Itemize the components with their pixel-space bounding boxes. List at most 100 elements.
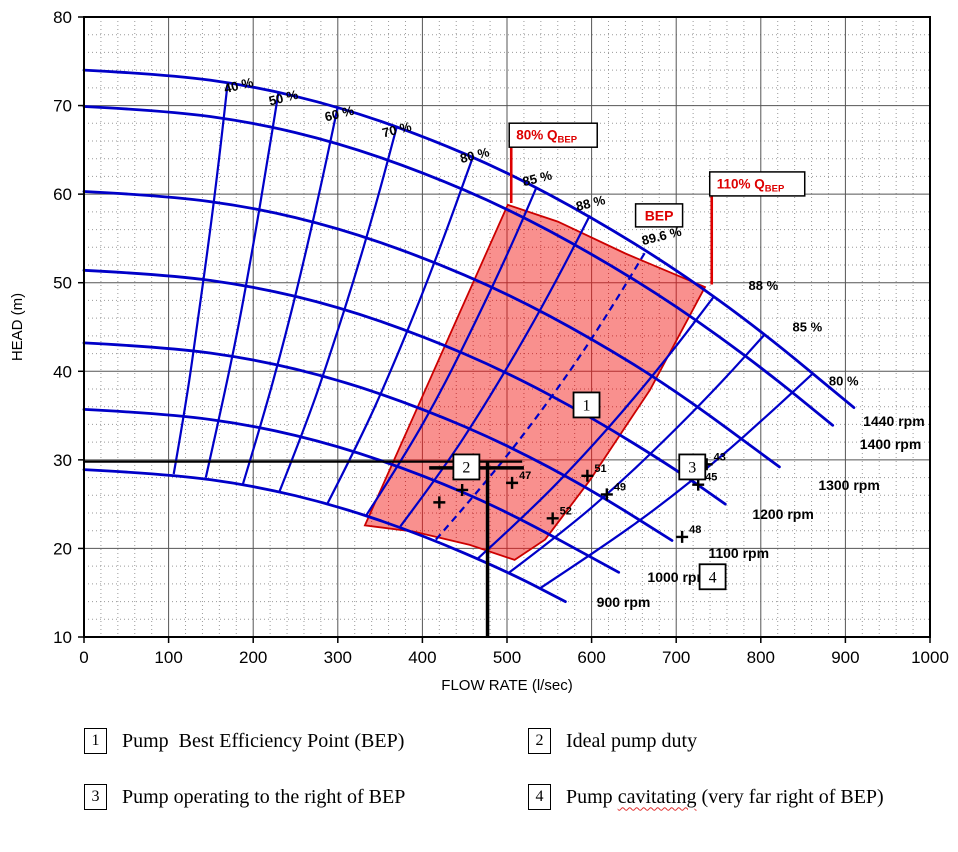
svg-text:60: 60	[53, 185, 72, 204]
pump-curve-1440	[82, 68, 856, 409]
svg-text:45: 45	[705, 472, 717, 484]
qbep-label-box-1	[708, 171, 806, 197]
svg-text:1100 rpm: 1100 rpm	[708, 545, 769, 561]
legend-key-4: 4	[528, 784, 551, 810]
svg-text:88 %: 88 %	[749, 278, 779, 293]
efficiency-line-5	[365, 186, 538, 516]
pump-performance-chart-area: 1440 rpm 1400 rpm 1300 rpm 1200 rpm 1100 rpm…	[9, 8, 949, 694]
svg-text:85 %: 85 %	[793, 319, 823, 334]
svg-text:50: 50	[53, 274, 72, 293]
efficiency-line-3	[278, 125, 399, 493]
pump-curve-1300	[82, 190, 781, 469]
svg-text:50 %: 50 %	[267, 87, 300, 109]
pump-curve-1100	[82, 341, 674, 542]
point-box-2	[452, 453, 481, 481]
svg-text:60 %: 60 %	[323, 103, 356, 125]
svg-text:1440 rpm: 1440 rpm	[863, 413, 924, 429]
rpm-labels: 1440 rpm 1400 rpm 1300 rpm 1200 rpm 1100 rpm…	[597, 413, 925, 610]
svg-text:40: 40	[53, 362, 72, 381]
svg-text:BEP: BEP	[645, 207, 674, 223]
svg-text:51: 51	[594, 463, 606, 475]
plus-marker	[506, 476, 519, 489]
plus-marker	[581, 469, 594, 482]
svg-text:200: 200	[239, 648, 267, 667]
legend-label-2: Ideal pump duty	[566, 729, 698, 752]
legend-label-4: Pump cavitating (very far right of BEP)	[566, 786, 884, 809]
preferred-operating-region	[364, 204, 705, 560]
qbep-label-box-0	[508, 122, 598, 148]
legend-item-right-of-bep: 3 Pump operating to the right of BEP	[84, 784, 528, 810]
svg-text:43: 43	[714, 451, 726, 463]
pump-performance-chart: 1440 rpm 1400 rpm 1300 rpm 1200 rpm 1100 rpm…	[9, 8, 949, 694]
test-point-markers: 47 51 49 52 48 43 45	[433, 451, 726, 543]
svg-text:1400 rpm: 1400 rpm	[860, 436, 921, 452]
axes: 0 100 200 300 400 500 600 700 800 900 1000 10 20 30 40…	[9, 8, 949, 694]
svg-text:300: 300	[324, 648, 352, 667]
svg-text:80 %: 80 %	[829, 373, 859, 388]
pump-curve-1400	[82, 105, 835, 427]
pump-curve-1000	[82, 408, 621, 574]
svg-text:1300 rpm: 1300 rpm	[818, 477, 879, 493]
grid-minor	[84, 17, 930, 637]
plus-marker	[600, 488, 613, 501]
svg-text:1000: 1000	[911, 648, 949, 667]
legend-key-2: 2	[528, 728, 551, 754]
legend-label-4-cavitating: cavitating	[617, 785, 697, 808]
legend-label-4-prefix: Pump	[566, 785, 618, 808]
efficiency-line-4	[326, 155, 475, 504]
efficiency-line-6	[399, 214, 591, 527]
legend-label-4-suffix: (very far right of BEP)	[696, 785, 884, 808]
svg-text:20: 20	[53, 539, 72, 558]
plus-marker	[676, 530, 689, 543]
efficiency-lines	[172, 81, 815, 590]
efficiency-labels: 40 %50 %60 %70 %80 %85 %88 %89.6 %88 %85…	[222, 74, 859, 388]
point-box-1	[572, 391, 601, 419]
svg-text:85 %: 85 %	[521, 167, 554, 189]
svg-text:70: 70	[53, 97, 72, 116]
efficiency-line-2	[241, 106, 339, 485]
svg-text:100: 100	[154, 648, 182, 667]
svg-text:30: 30	[53, 451, 72, 470]
svg-text:3: 3	[688, 459, 696, 476]
legend-label-3: Pump operating to the right of BEP	[122, 785, 406, 808]
svg-text:600: 600	[577, 648, 605, 667]
point-box-3	[678, 453, 707, 481]
efficiency-line-10	[539, 372, 815, 590]
svg-text:48: 48	[689, 524, 701, 536]
x-axis-title: FLOW RATE (l/sec)	[441, 677, 572, 694]
legend-item-ideal-duty: 2 Ideal pump duty	[528, 728, 958, 754]
svg-text:900 rpm: 900 rpm	[597, 594, 651, 610]
svg-text:500: 500	[493, 648, 521, 667]
chart-legend: 1 Pump Best Efficiency Point (BEP) 2 Ide…	[84, 728, 958, 810]
svg-text:70 %: 70 %	[381, 119, 414, 141]
numbered-point-boxes: 1 2 3 4	[452, 391, 727, 591]
legend-item-bep: 1 Pump Best Efficiency Point (BEP)	[84, 728, 528, 754]
svg-text:88 %: 88 %	[574, 192, 607, 214]
svg-text:1000 rpm: 1000 rpm	[647, 569, 708, 585]
efficiency-line-0	[172, 81, 229, 475]
plus-marker	[692, 478, 705, 491]
svg-text:800: 800	[747, 648, 775, 667]
svg-text:80: 80	[53, 8, 72, 27]
svg-text:2: 2	[462, 459, 470, 476]
svg-text:900: 900	[831, 648, 859, 667]
svg-text:700: 700	[662, 648, 690, 667]
pump-curve-900	[82, 468, 567, 603]
pump-curves	[82, 68, 856, 603]
svg-text:400: 400	[408, 648, 436, 667]
plus-marker	[456, 483, 469, 496]
svg-text:47: 47	[519, 470, 531, 482]
svg-text:40 %: 40 %	[222, 74, 255, 96]
svg-text:4: 4	[709, 569, 717, 586]
plus-marker	[546, 512, 559, 525]
svg-text:0: 0	[79, 648, 88, 667]
y-axis-title: HEAD (m)	[9, 293, 26, 361]
pump-curve-1200	[82, 268, 727, 506]
point-box-4	[698, 563, 727, 591]
legend-label-1: Pump Best Efficiency Point (BEP)	[122, 729, 405, 752]
svg-text:10: 10	[53, 628, 72, 647]
legend-item-cavitating: 4 Pump cavitating (very far right of BEP…	[528, 784, 958, 810]
legend-key-1: 1	[84, 728, 107, 754]
svg-text:49: 49	[614, 481, 626, 493]
